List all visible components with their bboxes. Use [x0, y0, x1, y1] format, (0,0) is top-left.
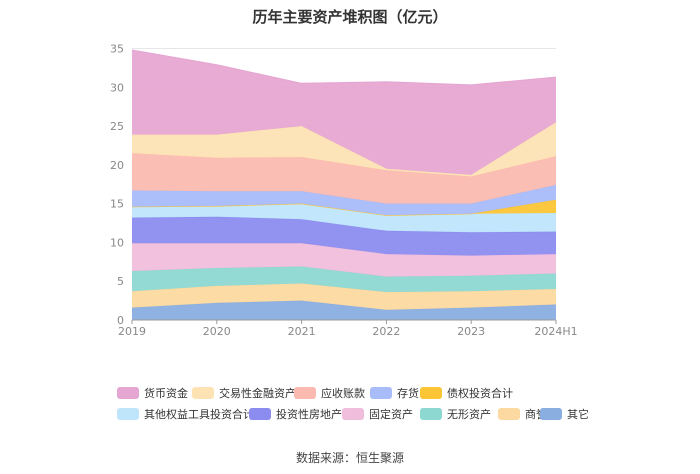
area-series-1	[132, 283, 556, 310]
legend-label: 固定资产	[369, 408, 413, 421]
x-tick-label: 2023	[457, 325, 485, 338]
legend-swatch	[420, 408, 442, 420]
y-tick-label: 25	[110, 120, 124, 133]
legend-label: 投资性房地产	[276, 408, 342, 421]
legend-swatch	[294, 387, 316, 399]
y-tick-label: 5	[117, 275, 124, 288]
legend-item[interactable]: 应收账款	[294, 385, 365, 401]
legend-label: 无形资产	[447, 408, 491, 421]
data-source: 数据来源：恒生聚源	[295, 451, 404, 465]
legend-label: 其他权益工具投资合计	[144, 408, 254, 421]
legend-item[interactable]: 其他权益工具投资合计	[117, 406, 254, 422]
legend-item[interactable]: 债权投资合计	[420, 385, 513, 401]
y-tick-label: 10	[110, 236, 124, 249]
legend-label: 交易性金融资产	[219, 387, 296, 400]
area-series-0	[132, 300, 556, 320]
legend-item[interactable]: 交易性金融资产	[192, 385, 296, 401]
legend-swatch	[249, 408, 271, 420]
y-tick-label: 30	[110, 81, 124, 94]
area-series-3	[132, 243, 556, 277]
legend-item[interactable]: 投资性房地产	[249, 406, 342, 422]
legend-item[interactable]: 其它	[540, 406, 589, 422]
area-series-8	[132, 153, 556, 204]
legend-label: 货币资金	[144, 387, 188, 400]
legend-swatch	[540, 408, 562, 420]
legend-swatch	[420, 387, 442, 399]
x-tick-label: 2020	[203, 325, 231, 338]
y-tick-label: 15	[110, 198, 124, 211]
area-series-4	[132, 216, 556, 256]
legend-swatch	[342, 408, 364, 420]
legend-label: 债权投资合计	[447, 387, 513, 400]
x-tick-label: 2019	[118, 325, 146, 338]
legend-swatch	[370, 387, 392, 399]
area-series-10	[132, 50, 556, 175]
legend-swatch	[117, 408, 139, 420]
area-series-7	[132, 185, 556, 216]
legend-swatch	[498, 408, 520, 420]
area-series-edge-10	[131, 49, 557, 86]
legend-label: 其它	[567, 408, 589, 421]
y-tick-label: 20	[110, 159, 124, 172]
legend-item[interactable]: 固定资产	[342, 406, 413, 422]
legend-label: 存货	[397, 387, 419, 400]
legend-swatch	[192, 387, 214, 399]
area-series-2	[132, 266, 556, 293]
legend-item[interactable]: 货币资金	[117, 385, 188, 401]
chart-title: 历年主要资产堆积图（亿元）	[252, 8, 448, 26]
legend-item[interactable]: 存货	[370, 385, 419, 401]
x-tick-label: 2021	[288, 325, 316, 338]
x-tick-label: 2022	[372, 325, 400, 338]
legend-label: 应收账款	[321, 387, 365, 400]
legend-item[interactable]: 无形资产	[420, 406, 491, 422]
x-tick-label: 2024H1	[534, 325, 577, 338]
area-series-9	[132, 122, 556, 177]
y-tick-label: 0	[117, 314, 124, 327]
area-series-5	[132, 203, 556, 233]
legend-swatch	[117, 387, 139, 399]
y-tick-label: 35	[110, 43, 124, 56]
